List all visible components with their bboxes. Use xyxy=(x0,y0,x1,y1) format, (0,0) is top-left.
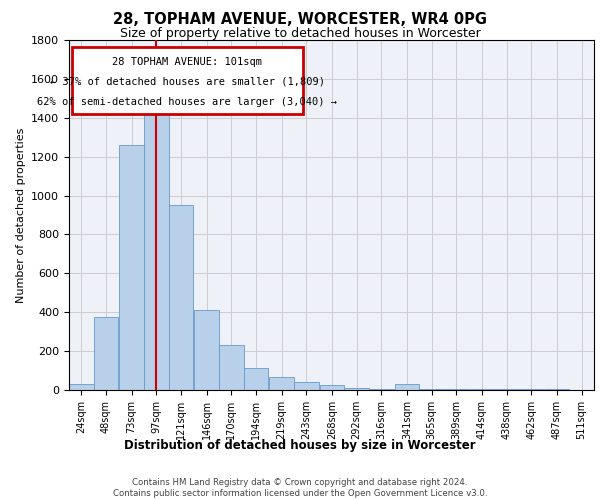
Bar xyxy=(320,385,344,390)
Text: 62% of semi-detached houses are larger (3,040) →: 62% of semi-detached houses are larger (… xyxy=(37,96,337,106)
Bar xyxy=(419,389,444,390)
Bar xyxy=(119,145,144,390)
Bar xyxy=(369,389,394,390)
Bar xyxy=(69,384,94,390)
Bar xyxy=(144,110,169,390)
Text: Distribution of detached houses by size in Worcester: Distribution of detached houses by size … xyxy=(124,440,476,452)
Bar xyxy=(470,389,494,390)
Bar xyxy=(94,317,118,390)
Bar xyxy=(244,368,268,390)
Bar xyxy=(269,378,294,390)
Bar xyxy=(194,310,219,390)
Text: 28, TOPHAM AVENUE, WORCESTER, WR4 0PG: 28, TOPHAM AVENUE, WORCESTER, WR4 0PG xyxy=(113,12,487,28)
Text: 28 TOPHAM AVENUE: 101sqm: 28 TOPHAM AVENUE: 101sqm xyxy=(112,56,262,66)
Text: Size of property relative to detached houses in Worcester: Size of property relative to detached ho… xyxy=(119,28,481,40)
Text: ← 37% of detached houses are smaller (1,809): ← 37% of detached houses are smaller (1,… xyxy=(50,76,325,86)
Bar xyxy=(395,384,419,390)
Bar xyxy=(545,389,569,390)
Bar xyxy=(494,389,519,390)
Bar xyxy=(219,346,244,390)
Bar xyxy=(519,389,544,390)
Y-axis label: Number of detached properties: Number of detached properties xyxy=(16,128,26,302)
Bar xyxy=(444,389,469,390)
Bar xyxy=(344,388,369,390)
Text: Contains HM Land Registry data © Crown copyright and database right 2024.
Contai: Contains HM Land Registry data © Crown c… xyxy=(113,478,487,498)
Bar xyxy=(169,206,193,390)
FancyBboxPatch shape xyxy=(71,47,302,114)
Bar xyxy=(294,382,319,390)
